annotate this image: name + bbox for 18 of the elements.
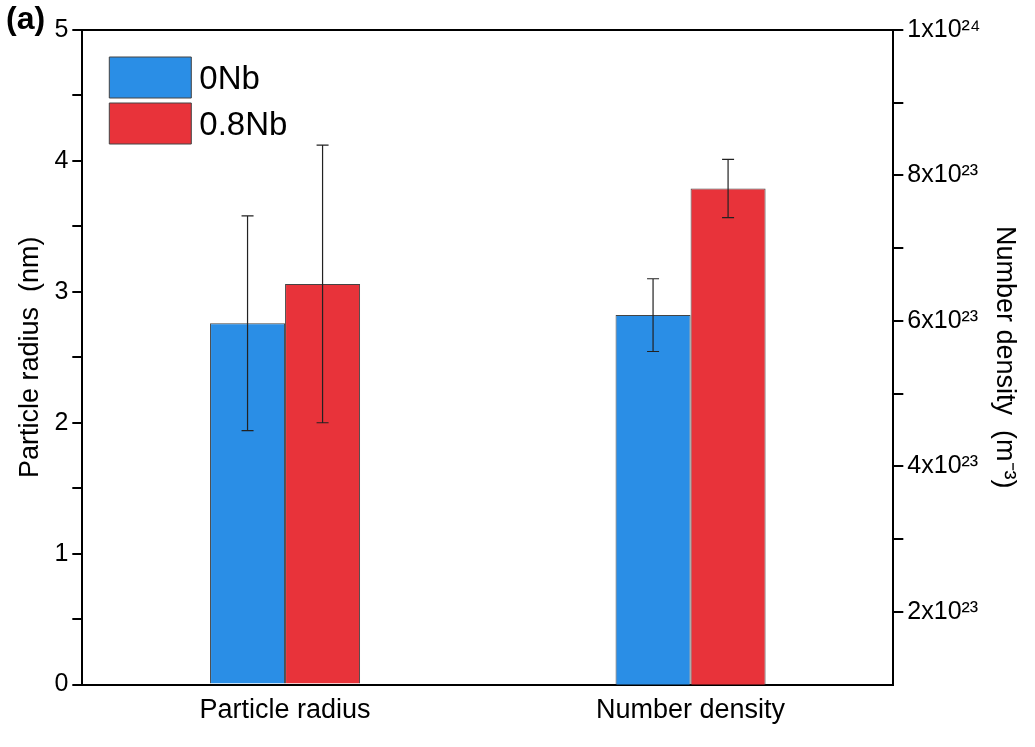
y-axis-title: Particle radius (nm) xyxy=(13,236,44,479)
y-tick-label: 3 xyxy=(54,275,69,304)
x-tick-label: Particle radius xyxy=(199,694,371,725)
y2-axis-title: Number density (m⁻³) xyxy=(991,226,1022,489)
y2-tick-label: 2x10²³ xyxy=(907,595,979,624)
x-tick-label: Number density xyxy=(596,694,786,725)
y-tick-label: 2 xyxy=(54,406,69,435)
y2-tick-label: 1x10²⁴ xyxy=(907,13,981,42)
legend-label: 0Nb xyxy=(199,58,260,96)
y-tick-label: 4 xyxy=(54,144,69,173)
text: (a) xyxy=(6,0,46,36)
y2-tick-label: 4x10²³ xyxy=(907,450,979,479)
y-tick-label: 5 xyxy=(54,13,69,42)
y2-tick-label: 8x10²³ xyxy=(907,159,979,188)
y2-tick-label: 6x10²³ xyxy=(907,304,979,333)
y-tick-label: 1 xyxy=(54,537,69,566)
y-tick-label: 0 xyxy=(54,668,69,697)
legend-label: 0.8Nb xyxy=(199,104,288,142)
